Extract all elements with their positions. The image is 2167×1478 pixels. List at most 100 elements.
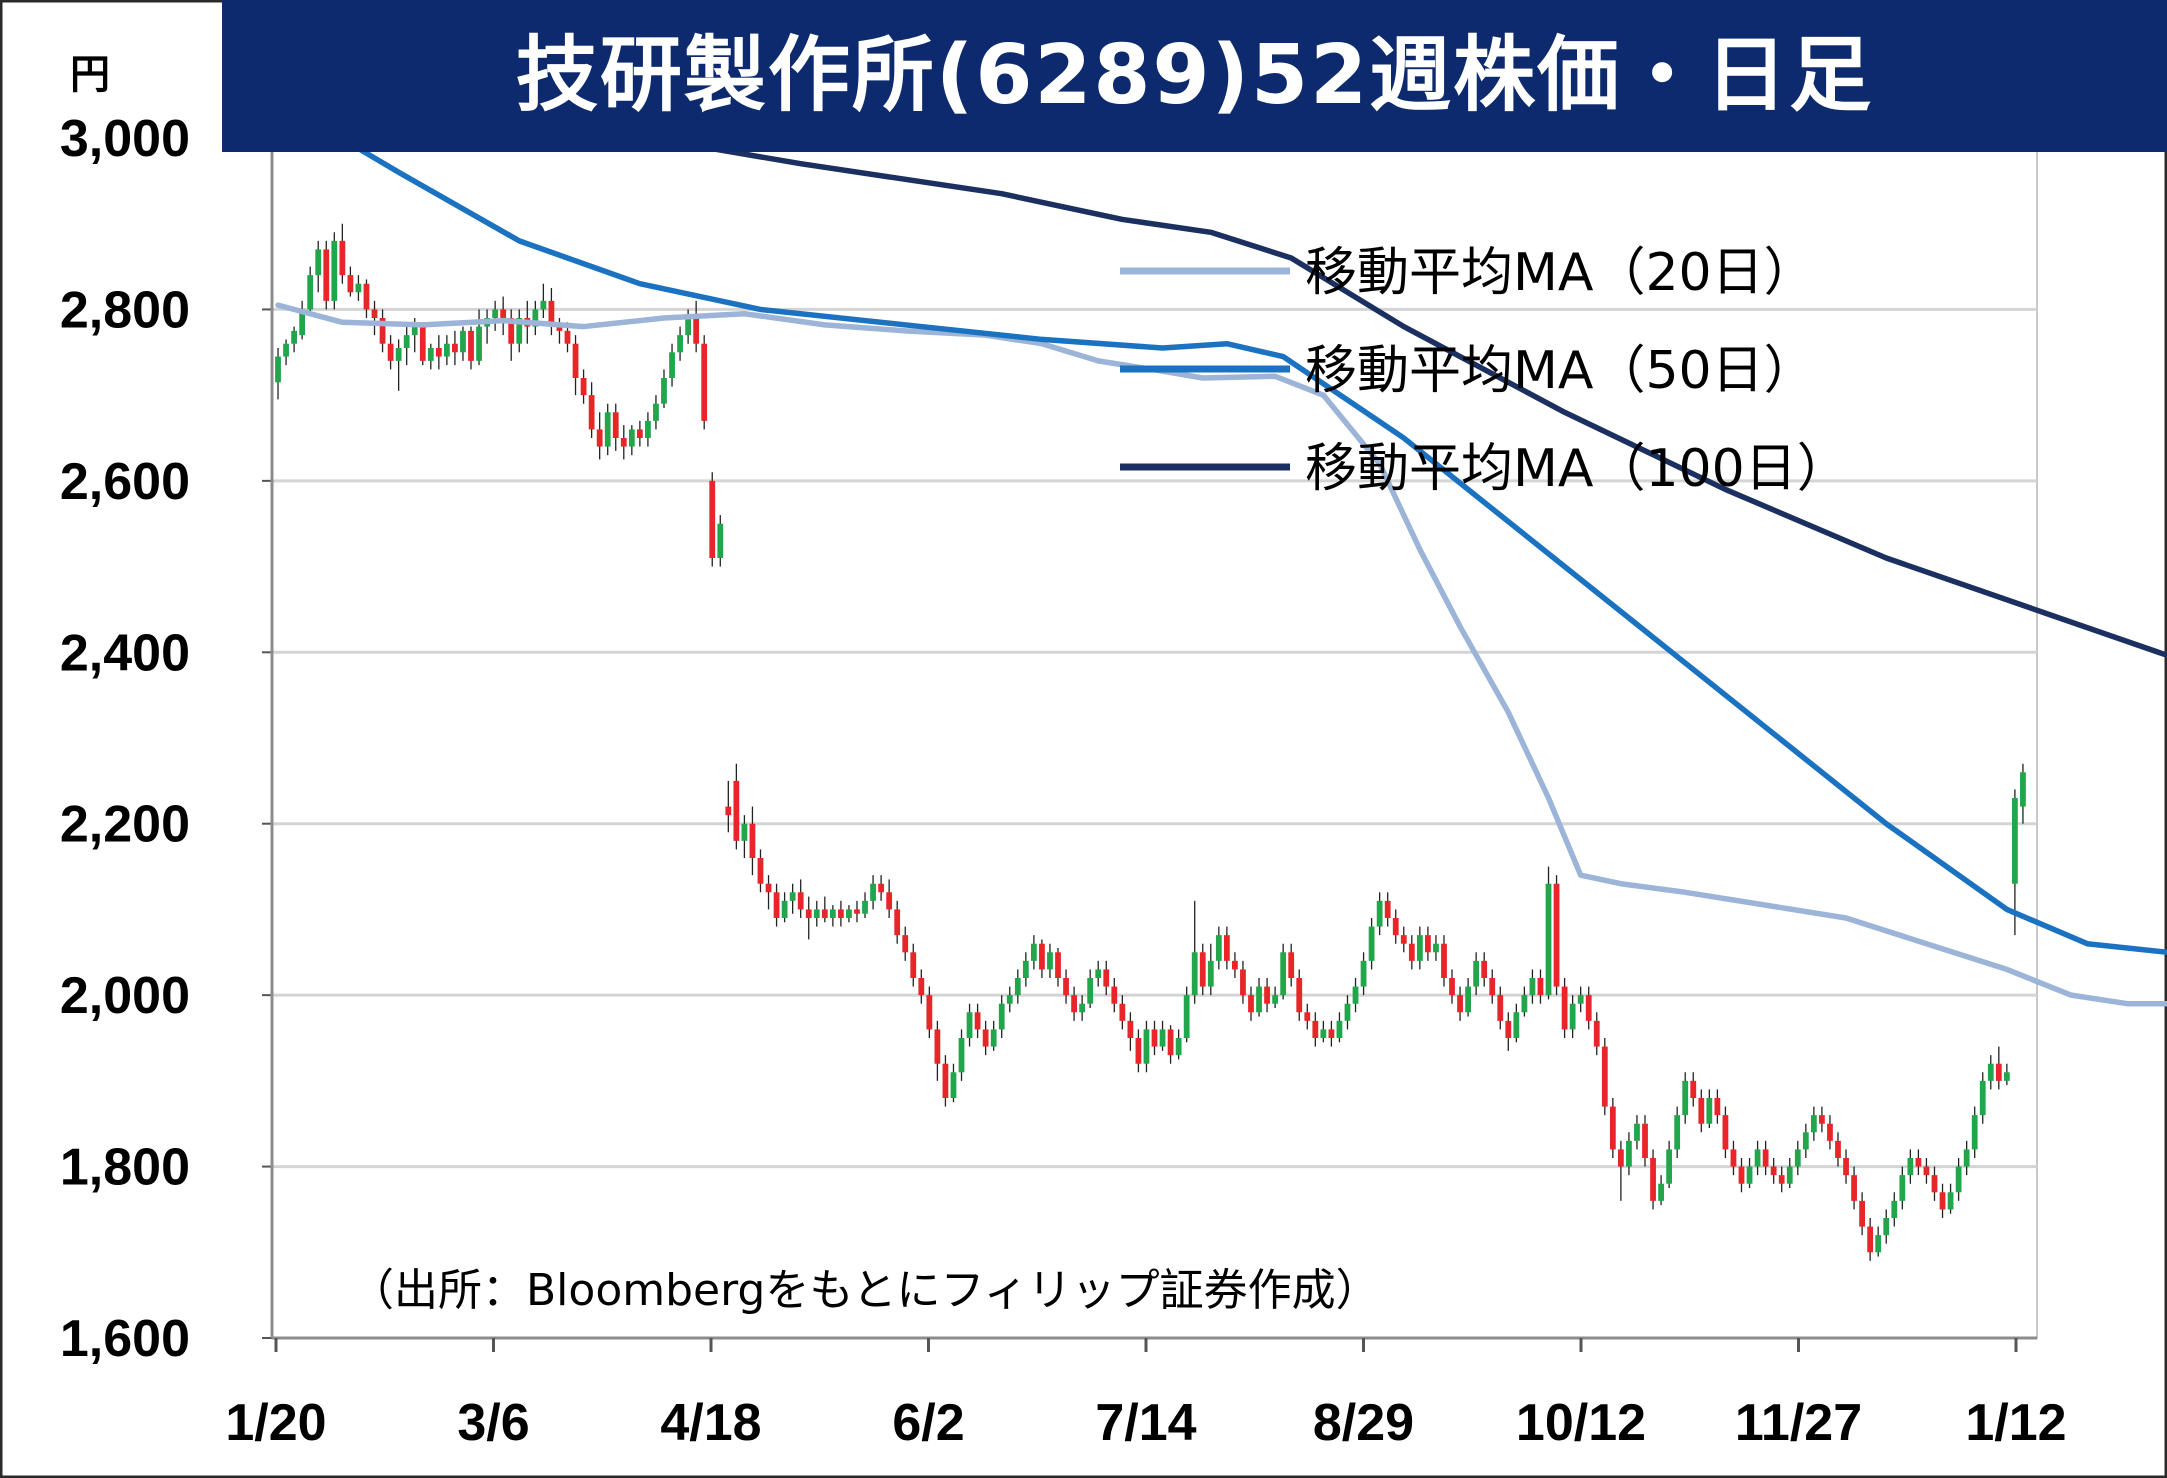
- candle: [612, 403, 619, 451]
- candle: [371, 300, 378, 336]
- candle-body: [1240, 969, 1246, 996]
- candle: [1215, 926, 1222, 970]
- candle-body: [1127, 1020, 1134, 1038]
- x-tick-label: 1/20: [225, 1394, 326, 1452]
- candle-body: [1135, 1038, 1142, 1064]
- candle: [990, 1020, 997, 1051]
- candle: [821, 896, 828, 923]
- candle-body: [1762, 1149, 1769, 1167]
- candle-body: [1939, 1192, 1946, 1210]
- candle: [934, 1020, 941, 1081]
- candle-body: [693, 318, 700, 344]
- candle-body: [307, 275, 314, 310]
- candle-body: [1400, 935, 1407, 944]
- candle: [1103, 960, 1110, 996]
- candle-body: [781, 900, 788, 918]
- candle: [677, 326, 683, 361]
- candle: [1859, 1192, 1866, 1236]
- candle: [926, 986, 933, 1038]
- candle-body: [733, 780, 740, 841]
- candle-body: [1264, 986, 1270, 1004]
- candle: [773, 883, 780, 927]
- candle: [805, 896, 812, 940]
- candle: [452, 330, 458, 366]
- candle-body: [725, 806, 732, 816]
- candle-body: [998, 1003, 1005, 1030]
- candle-body: [1014, 978, 1021, 996]
- candle: [1256, 978, 1262, 1017]
- candle-body: [516, 318, 523, 344]
- candle-body: [2012, 798, 2018, 884]
- candle: [1312, 1012, 1319, 1047]
- x-tick-label: 10/12: [1516, 1394, 1646, 1452]
- candle-body: [1207, 960, 1214, 987]
- legend-label: 移動平均MA（100日）: [1305, 439, 1849, 499]
- candle-body: [1183, 995, 1190, 1038]
- candle-body: [572, 343, 579, 378]
- candle-body: [1425, 935, 1431, 953]
- candle: [1063, 969, 1069, 1004]
- candle: [1658, 1175, 1664, 1206]
- candle: [1167, 1025, 1174, 1064]
- candle: [1489, 969, 1496, 1004]
- candle: [387, 335, 394, 370]
- candle: [1585, 986, 1592, 1030]
- candle: [1127, 1012, 1134, 1051]
- candle: [1175, 1029, 1182, 1060]
- candle: [757, 849, 764, 893]
- candle: [1617, 1140, 1624, 1201]
- candle-body: [395, 348, 402, 361]
- candle-body: [1232, 960, 1238, 970]
- candle-body: [452, 343, 458, 353]
- candle-body: [411, 326, 418, 336]
- candle-body: [435, 348, 442, 357]
- candle-body: [1191, 952, 1198, 996]
- x-tick-label: 6/2: [892, 1394, 964, 1452]
- candle: [717, 515, 724, 567]
- candle: [1891, 1192, 1898, 1227]
- candle-body: [1883, 1218, 1890, 1236]
- candle-body: [387, 343, 394, 361]
- candle-body: [1175, 1038, 1182, 1056]
- x-tick-label: 11/27: [1735, 1394, 1862, 1452]
- candle-body: [1280, 952, 1287, 996]
- candle: [854, 900, 860, 923]
- legend-item: 移動平均MA（50日）: [1120, 341, 1816, 401]
- candle: [1794, 1140, 1801, 1176]
- candle-body: [1151, 1029, 1158, 1047]
- candle-body: [1079, 1003, 1086, 1013]
- candle: [1963, 1140, 1970, 1176]
- candle-body: [403, 335, 410, 348]
- candle-body: [1634, 1123, 1640, 1141]
- candle-body: [1416, 935, 1423, 961]
- candle-body: [1296, 978, 1303, 1013]
- candle-body: [926, 995, 933, 1030]
- candle: [540, 283, 547, 318]
- candle-body: [1159, 1029, 1166, 1047]
- candle: [1264, 978, 1270, 1013]
- candle: [846, 905, 852, 923]
- candle: [733, 763, 740, 850]
- candle: [620, 425, 627, 460]
- candle: [1240, 960, 1246, 1004]
- candle: [1457, 986, 1463, 1021]
- candle-body: [1360, 960, 1367, 987]
- candle: [1368, 918, 1375, 970]
- candle: [1802, 1123, 1809, 1158]
- candle: [1505, 1012, 1512, 1051]
- candle-body: [749, 823, 756, 858]
- candle-body: [1835, 1140, 1841, 1158]
- candle: [1634, 1115, 1640, 1150]
- candle-body: [1352, 986, 1359, 1004]
- candle-body: [1513, 1012, 1520, 1038]
- candle: [1199, 943, 1206, 996]
- candle-body: [902, 935, 909, 953]
- candle: [1907, 1149, 1914, 1184]
- candle-body: [1626, 1140, 1632, 1167]
- candle-body: [1199, 952, 1206, 987]
- candle: [1609, 1098, 1616, 1158]
- candle-body: [1344, 1003, 1351, 1021]
- candle: [1843, 1149, 1849, 1184]
- candle: [604, 403, 611, 456]
- candle-body: [894, 909, 901, 936]
